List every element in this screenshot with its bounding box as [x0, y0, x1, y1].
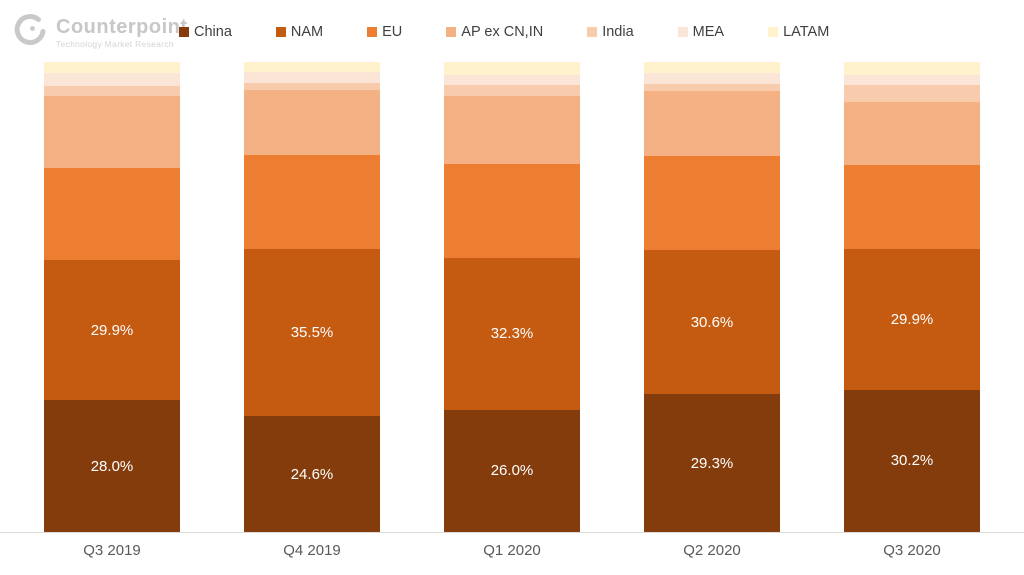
- data-label-nam: 30.6%: [690, 313, 734, 331]
- segment-ap-ex-cn-in: [44, 96, 180, 169]
- logo-mark-icon: [12, 12, 48, 53]
- stacked-bar-q2-2020: 30.6% 29.3%: [644, 62, 780, 532]
- category-label-q3-2019: Q3 2019: [83, 542, 141, 559]
- segment-india: [644, 84, 780, 92]
- legend-swatch-icon: [367, 27, 378, 37]
- segment-latam: [844, 62, 980, 76]
- legend-label: EU: [382, 24, 403, 40]
- logo-text: Counterpoint: [56, 15, 188, 38]
- legend-item-eu: EU: [367, 24, 402, 40]
- stacked-bar-q1-2020: 32.3% 26.0%: [444, 62, 580, 532]
- data-label-china: 28.0%: [90, 457, 134, 475]
- category-label-q1-2020: Q1 2020: [483, 542, 541, 559]
- legend-label: India: [602, 24, 634, 40]
- segment-latam: [44, 62, 180, 74]
- legend-item-india: India: [587, 24, 634, 40]
- legend-item-china: China: [179, 24, 232, 40]
- legend-label: LATAM: [783, 24, 830, 40]
- stacked-bar-q3-2020: 29.9% 30.2%: [844, 62, 980, 532]
- category-label-q2-2020: Q2 2020: [683, 542, 741, 559]
- segment-latam: [644, 62, 780, 73]
- legend-item-mea: MEA: [677, 24, 725, 40]
- stacked-bar-q4-2019: 35.5% 24.6%: [244, 62, 380, 532]
- segment-mea: [44, 73, 180, 87]
- segment-china: 30.2%: [844, 390, 980, 532]
- segment-india: [444, 85, 580, 96]
- segment-latam: [444, 62, 580, 76]
- segment-nam: 30.6%: [644, 250, 780, 395]
- data-label-nam: 29.9%: [890, 311, 934, 329]
- data-label-china: 30.2%: [890, 452, 934, 470]
- segment-nam: 29.9%: [844, 249, 980, 390]
- legend-label: China: [194, 24, 232, 40]
- data-label-nam: 29.9%: [90, 321, 134, 339]
- segment-ap-ex-cn-in: [844, 101, 980, 166]
- legend-swatch-icon: [587, 27, 598, 37]
- segment-mea: [644, 72, 780, 85]
- segment-china: 24.6%: [244, 416, 380, 532]
- segment-india: [844, 85, 980, 102]
- data-label-china: 24.6%: [290, 465, 334, 483]
- segment-ap-ex-cn-in: [644, 91, 780, 156]
- legend-swatch-icon: [179, 27, 189, 37]
- segment-nam: 35.5%: [244, 249, 380, 417]
- legend-label: AP ex CN,IN: [461, 24, 544, 40]
- legend-label: NAM: [290, 24, 324, 40]
- segment-nam: 29.9%: [44, 259, 180, 401]
- segment-india: [44, 86, 180, 97]
- legend: China NAM EU AP ex CN,IN India MEA LATAM: [179, 24, 829, 40]
- segment-eu: [44, 168, 180, 260]
- bars: 29.9% 28.0% 35.5% 24.6% 32.3% 26.0% 30.6% 29.3%…: [0, 62, 1024, 533]
- segment-eu: [244, 154, 380, 250]
- segment-eu: [844, 165, 980, 250]
- segment-mea: [844, 75, 980, 86]
- segment-latam: [244, 62, 380, 72]
- legend-label: MEA: [692, 24, 725, 40]
- segment-eu: [644, 155, 780, 251]
- data-label-china: 29.3%: [690, 454, 734, 472]
- plot-area: 29.9% 28.0% 35.5% 24.6% 32.3% 26.0% 30.6% 29.3%…: [0, 62, 1024, 559]
- segment-china: 29.3%: [644, 394, 780, 532]
- legend-swatch-icon: [677, 27, 688, 37]
- legend-swatch-icon: [768, 27, 779, 37]
- legend-swatch-icon: [275, 27, 286, 37]
- category-label-q3-2020: Q3 2020: [883, 542, 941, 559]
- segment-china: 28.0%: [44, 400, 180, 532]
- data-label-china: 26.0%: [490, 462, 534, 480]
- category-label-q4-2019: Q4 2019: [283, 542, 341, 559]
- segment-china: 26.0%: [444, 409, 580, 532]
- segment-ap-ex-cn-in: [244, 90, 380, 155]
- segment-nam: 32.3%: [444, 257, 580, 410]
- segment-eu: [444, 164, 580, 258]
- segment-mea: [444, 75, 580, 86]
- counterpoint-logo: Counterpoint Technology Market Research: [12, 12, 188, 53]
- x-axis-labels: Q3 2019 Q4 2019 Q1 2020 Q2 2020 Q3 2020: [0, 542, 1024, 559]
- legend-item-nam: NAM: [275, 24, 324, 40]
- data-label-nam: 32.3%: [490, 325, 534, 343]
- data-label-nam: 35.5%: [290, 324, 334, 342]
- stacked-bar-q3-2019: 29.9% 28.0%: [44, 62, 180, 532]
- legend-item-latam: LATAM: [768, 24, 829, 40]
- legend-swatch-icon: [446, 27, 457, 37]
- segment-india: [244, 83, 380, 91]
- segment-mea: [244, 71, 380, 84]
- legend-item-ap-ex-cn-in: AP ex CN,IN: [446, 24, 543, 40]
- logo-tagline: Technology Market Research: [56, 38, 174, 49]
- segment-ap-ex-cn-in: [444, 95, 580, 165]
